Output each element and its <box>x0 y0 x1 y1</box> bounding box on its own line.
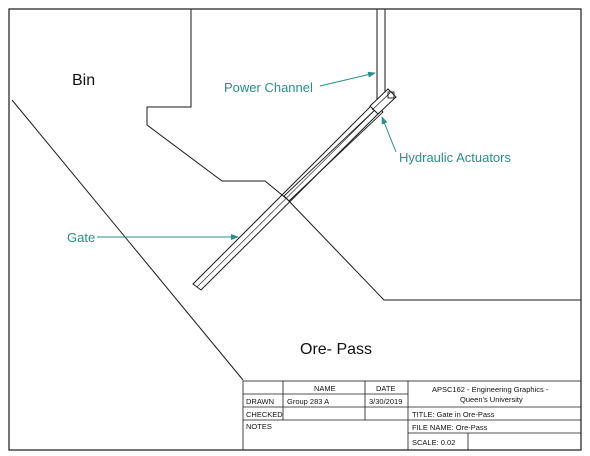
title-block-drawn-label: DRAWN <box>246 397 274 406</box>
title-block-notes-label: NOTES <box>246 422 272 431</box>
title-block-drawn-name: Group 283 A <box>287 397 329 406</box>
hydraulic-actuator-cylinder <box>283 106 384 202</box>
ore-pass-right-wall <box>286 198 581 301</box>
hydraulic-actuators-leader-arrow <box>381 116 397 153</box>
title-block-checked-label: CHECKED <box>246 410 283 419</box>
title-block-name-header: NAME <box>314 384 336 393</box>
ore-pass-label: Ore- Pass <box>300 341 372 358</box>
hydraulic-actuator-head <box>369 88 397 115</box>
title-block-title: TITLE: Gate in Ore-Pass <box>412 410 495 419</box>
gate-centerline <box>196 99 386 288</box>
title-block-frame <box>242 380 582 451</box>
hydraulic-actuators-callout-label: Hydraulic Actuators <box>399 150 511 165</box>
bin-wall-outline <box>146 9 288 200</box>
title-block-institution-line-1: APSC162 - Engineering Graphics - <box>432 385 549 394</box>
gate-callout-label: Gate <box>67 230 95 245</box>
title-block-date-header: DATE <box>376 384 395 393</box>
power-channel-callout-label: Power Channel <box>224 80 313 95</box>
hydraulic-actuator-rod <box>371 92 391 111</box>
bin-label: Bin <box>72 72 95 89</box>
power-channel-leader-arrow <box>319 71 376 87</box>
title-block-drawn-date: 3/30/2019 <box>369 397 402 406</box>
title-block <box>242 380 582 451</box>
ore-pass-left-wall <box>11 99 244 381</box>
title-block-file-name: FILE NAME: Ore-Pass <box>412 423 488 432</box>
title-block-institution-line-2: Queen's University <box>460 395 523 404</box>
title-block-scale: SCALE: 0.02 <box>412 438 455 447</box>
